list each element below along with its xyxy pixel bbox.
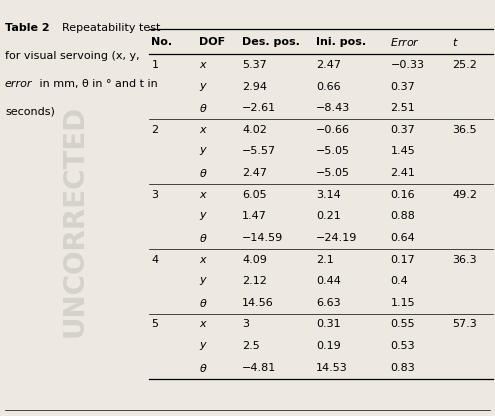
Text: 2.5: 2.5 — [242, 341, 260, 351]
Text: −2.61: −2.61 — [242, 103, 276, 113]
Text: $\theta$: $\theta$ — [199, 102, 208, 114]
Text: 14.56: 14.56 — [242, 298, 274, 308]
Text: $\mathit{x}$: $\mathit{x}$ — [199, 255, 208, 265]
Text: 14.53: 14.53 — [316, 363, 348, 373]
Text: $\mathit{x}$: $\mathit{x}$ — [199, 319, 208, 329]
Text: $\mathit{y}$: $\mathit{y}$ — [199, 210, 208, 222]
Text: 1.47: 1.47 — [242, 211, 267, 221]
Text: −0.66: −0.66 — [316, 125, 350, 135]
Text: 4.02: 4.02 — [242, 125, 267, 135]
Text: $\mathit{x}$: $\mathit{x}$ — [199, 190, 208, 200]
Text: error: error — [5, 79, 33, 89]
Text: 0.31: 0.31 — [316, 319, 341, 329]
Text: 0.55: 0.55 — [391, 319, 415, 329]
Text: 0.37: 0.37 — [391, 82, 415, 92]
Text: 49.2: 49.2 — [452, 190, 478, 200]
Text: 2.12: 2.12 — [242, 276, 267, 286]
Text: Repeatability test: Repeatability test — [62, 23, 160, 33]
Text: 6.63: 6.63 — [316, 298, 341, 308]
Text: 3.14: 3.14 — [316, 190, 341, 200]
Text: 2.47: 2.47 — [316, 60, 342, 70]
Text: 0.64: 0.64 — [391, 233, 415, 243]
Text: $\mathit{x}$: $\mathit{x}$ — [199, 60, 208, 70]
Text: DOF: DOF — [199, 37, 225, 47]
Text: 5.37: 5.37 — [242, 60, 267, 70]
Text: 4: 4 — [151, 255, 158, 265]
Text: 0.53: 0.53 — [391, 341, 415, 351]
Text: −0.33: −0.33 — [391, 60, 424, 70]
Text: 4.09: 4.09 — [242, 255, 267, 265]
Text: $\mathit{y}$: $\mathit{y}$ — [199, 340, 208, 352]
Text: for visual servoing (x, y,: for visual servoing (x, y, — [5, 51, 140, 61]
Text: −4.81: −4.81 — [242, 363, 277, 373]
Text: No.: No. — [151, 37, 173, 47]
Text: Ini. pos.: Ini. pos. — [316, 37, 366, 47]
Text: $\theta$: $\theta$ — [199, 167, 208, 179]
Text: Des. pos.: Des. pos. — [242, 37, 300, 47]
Text: 1: 1 — [151, 60, 158, 70]
Text: −5.57: −5.57 — [242, 146, 276, 156]
Text: 0.37: 0.37 — [391, 125, 415, 135]
Text: 1.15: 1.15 — [391, 298, 415, 308]
Text: 3: 3 — [151, 190, 158, 200]
Text: 0.4: 0.4 — [391, 276, 408, 286]
Text: $\theta$: $\theta$ — [199, 232, 208, 244]
Text: 0.21: 0.21 — [316, 211, 341, 221]
Text: −8.43: −8.43 — [316, 103, 350, 113]
Text: 0.19: 0.19 — [316, 341, 341, 351]
Text: 0.44: 0.44 — [316, 276, 341, 286]
Text: 2.47: 2.47 — [242, 168, 267, 178]
Text: −24.19: −24.19 — [316, 233, 358, 243]
Text: 1.45: 1.45 — [391, 146, 415, 156]
Text: Table 2: Table 2 — [5, 23, 50, 33]
Text: −5.05: −5.05 — [316, 168, 350, 178]
Text: 25.2: 25.2 — [452, 60, 477, 70]
Text: 0.88: 0.88 — [391, 211, 415, 221]
Text: $\theta$: $\theta$ — [199, 297, 208, 309]
Text: $\mathit{t}$: $\mathit{t}$ — [452, 36, 459, 47]
Text: $\mathit{Error}$: $\mathit{Error}$ — [391, 36, 421, 47]
Text: seconds): seconds) — [5, 106, 55, 116]
Text: 3: 3 — [242, 319, 249, 329]
Text: 0.17: 0.17 — [391, 255, 415, 265]
Text: 0.16: 0.16 — [391, 190, 415, 200]
Text: 2.41: 2.41 — [391, 168, 415, 178]
Text: $\theta$: $\theta$ — [199, 362, 208, 374]
Text: 57.3: 57.3 — [452, 319, 477, 329]
Text: 2.51: 2.51 — [391, 103, 415, 113]
Text: in mm, θ in ° and t in: in mm, θ in ° and t in — [36, 79, 157, 89]
Text: 0.83: 0.83 — [391, 363, 415, 373]
Text: 36.3: 36.3 — [452, 255, 477, 265]
Text: −14.59: −14.59 — [242, 233, 284, 243]
Text: $\mathit{y}$: $\mathit{y}$ — [199, 81, 208, 92]
Text: $\mathit{y}$: $\mathit{y}$ — [199, 146, 208, 157]
Text: 0.66: 0.66 — [316, 82, 341, 92]
Text: −5.05: −5.05 — [316, 146, 350, 156]
Text: $\mathit{y}$: $\mathit{y}$ — [199, 275, 208, 287]
Text: 2.94: 2.94 — [242, 82, 267, 92]
Text: 6.05: 6.05 — [242, 190, 267, 200]
Text: 2.1: 2.1 — [316, 255, 334, 265]
Text: $\mathit{x}$: $\mathit{x}$ — [199, 125, 208, 135]
Text: UNCORRECTED: UNCORRECTED — [60, 104, 88, 337]
Text: 5: 5 — [151, 319, 158, 329]
Text: 2: 2 — [151, 125, 158, 135]
Text: 36.5: 36.5 — [452, 125, 477, 135]
